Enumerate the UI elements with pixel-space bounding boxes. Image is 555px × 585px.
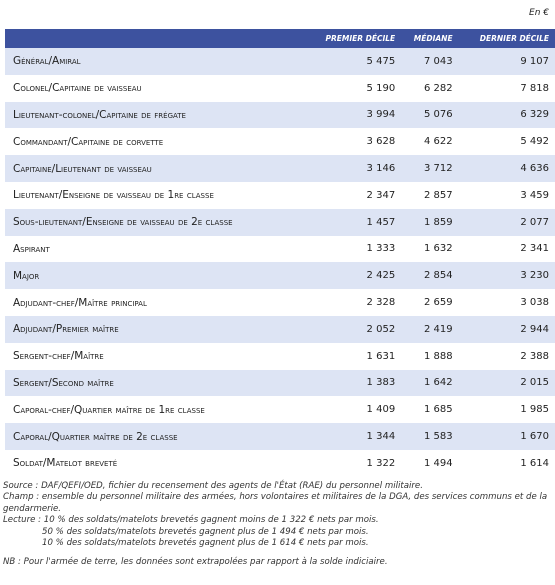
table-row: Lieutenant/Enseigne de vaisseau de 1re c… (5, 182, 555, 209)
value-cell: 2 341 (520, 243, 549, 255)
table-row: Sous-lieutenant/Enseigne de vaisseau de … (5, 208, 555, 236)
table-row: Soldat/Matelot breveté 1 322 1 494 1 614 (5, 450, 555, 477)
value-cell: 1 888 (423, 350, 453, 362)
value-cell: 1 632 (423, 243, 453, 255)
value-cell: 2 944 (458, 315, 555, 343)
value-cell: 3 230 (458, 262, 555, 290)
header-cell: Médiane (401, 29, 459, 48)
row-label: Caporal/Quartier maître de 2e classe (5, 423, 305, 450)
row-label: Général/Amiral (5, 48, 305, 75)
table-row: Colonel/Capitaine de vaisseau 5 190 6 282 7… (5, 75, 555, 102)
value-cell: 5 475 (304, 48, 402, 75)
note-lecture: 50 % des soldats/matelots brevetés gagne… (42, 526, 369, 537)
value-cell: 3 146 (304, 155, 402, 182)
header-cell: Premier décile (304, 29, 402, 48)
value-cell: 5 076 (401, 101, 459, 129)
value-cell: 1 583 (401, 423, 459, 450)
row-label: Sergent/Second maître (5, 369, 305, 397)
row-label: Major (5, 262, 305, 290)
salary-table: Premier décile Médiane Dernier décile Gé… (5, 29, 555, 477)
row-label: Capitaine/Lieutenant de vaisseau (5, 155, 305, 182)
value-cell: 2 052 (304, 315, 402, 343)
row-label: Adjudant/Premier maître (5, 315, 305, 343)
value-cell: 1 344 (304, 423, 402, 450)
table-row: Capitaine/Lieutenant de vaisseau 3 146 3 7… (5, 155, 555, 182)
note-nb: NB : Pour l'armée de terre, les données … (3, 557, 388, 568)
value-cell: 6 282 (423, 82, 453, 94)
value-cell: 2 419 (401, 315, 459, 343)
value-cell: 1 409 (366, 404, 396, 416)
table-row: Adjudant-chef/Maître principal 2 328 2 659… (5, 289, 555, 316)
value-cell: 1 985 (520, 404, 549, 416)
row-label: Colonel/Capitaine de vaisseau (13, 82, 142, 95)
row-label: Sous-lieutenant/Enseigne de vaisseau de … (5, 208, 305, 236)
value-cell: 9 107 (458, 48, 555, 75)
value-cell: 2 388 (520, 350, 549, 362)
row-label: Aspirant (13, 242, 50, 255)
value-cell: 4 622 (423, 136, 453, 148)
value-cell: 1 494 (423, 457, 453, 469)
value-cell: 2 857 (423, 189, 453, 201)
value-cell: 5 492 (520, 136, 549, 148)
value-cell: 1 859 (401, 208, 459, 236)
note-source: Source : DAF/QEFI/OED, fichier du recens… (3, 481, 423, 491)
table-row: Sergent-chef/Maître 1 631 1 888 2 388 (5, 343, 555, 370)
header-empty (5, 29, 305, 48)
header-cell: Dernier décile (458, 29, 555, 48)
note-lecture: Lecture : 10 % des soldats/matelots brev… (3, 515, 379, 526)
row-label: Caporal-chef/Quartier maître de 1re clas… (13, 403, 205, 416)
value-cell: 1 670 (458, 423, 555, 450)
note-lecture: 10 % des soldats/matelots brevetés gagne… (42, 538, 369, 549)
table-row: Aspirant 1 333 1 632 2 341 (5, 236, 555, 263)
value-cell: 2 425 (304, 262, 402, 290)
value-cell: 1 333 (366, 243, 396, 255)
row-label: Sergent-chef/Maître (13, 350, 104, 363)
value-cell: 2 328 (366, 297, 396, 309)
value-cell: 2 077 (458, 208, 555, 236)
value-cell: 3 712 (401, 155, 459, 182)
notes: Source : DAF/QEFI/OED, fichier du recens… (3, 481, 553, 569)
value-cell: 5 190 (366, 82, 396, 94)
table-row: Général/Amiral 5 475 7 043 9 107 (5, 48, 555, 75)
row-label: Soldat/Matelot breveté (13, 457, 118, 470)
table-row: Major 2 425 2 854 3 230 (5, 262, 555, 290)
table-row: Commandant/Capitaine de corvette 3 628 4 6… (5, 128, 555, 155)
table-row: Adjudant/Premier maître 2 052 2 419 2 944 (5, 315, 555, 343)
row-label: Commandant/Capitaine de corvette (13, 135, 164, 148)
value-cell: 1 614 (520, 457, 549, 469)
table-row: Caporal/Quartier maître de 2e classe 1 34… (5, 423, 555, 450)
value-cell: 1 322 (366, 457, 396, 469)
value-cell: 2 659 (423, 297, 453, 309)
table-row: Sergent/Second maître 1 383 1 642 2 015 (5, 369, 555, 397)
value-cell: 1 685 (423, 404, 453, 416)
value-cell: 3 628 (366, 136, 396, 148)
value-cell: 3 459 (520, 189, 549, 201)
value-cell: 1 642 (401, 369, 459, 397)
value-cell: 7 818 (520, 82, 549, 94)
row-label: Lieutenant/Enseigne de vaisseau de 1re c… (13, 189, 214, 202)
value-cell: 4 636 (458, 155, 555, 182)
value-cell: 7 043 (401, 48, 459, 75)
header-row: Premier décile Médiane Dernier décile (5, 29, 555, 48)
value-cell: 1 631 (366, 350, 396, 362)
note-champ: Champ : ensemble du personnel militaire … (3, 492, 548, 514)
value-cell: 1 457 (304, 208, 402, 236)
value-cell: 2 347 (366, 189, 396, 201)
value-cell: 1 383 (304, 369, 402, 397)
table-row: Lieutenant-colonel/Capitaine de frégate 3… (5, 101, 555, 129)
row-label: Lieutenant-colonel/Capitaine de frégate (5, 101, 305, 129)
value-cell: 6 329 (458, 101, 555, 129)
row-label: Adjudant-chef/Maître principal (13, 296, 147, 309)
value-cell: 3 038 (520, 297, 549, 309)
table-row: Caporal-chef/Quartier maître de 1re clas… (5, 396, 555, 423)
value-cell: 3 994 (304, 101, 402, 129)
unit-label: En € (529, 8, 549, 18)
table-body: Général/Amiral 5 475 7 043 9 107 Colonel/Cap… (5, 48, 555, 477)
value-cell: 2 854 (401, 262, 459, 290)
value-cell: 2 015 (458, 369, 555, 397)
